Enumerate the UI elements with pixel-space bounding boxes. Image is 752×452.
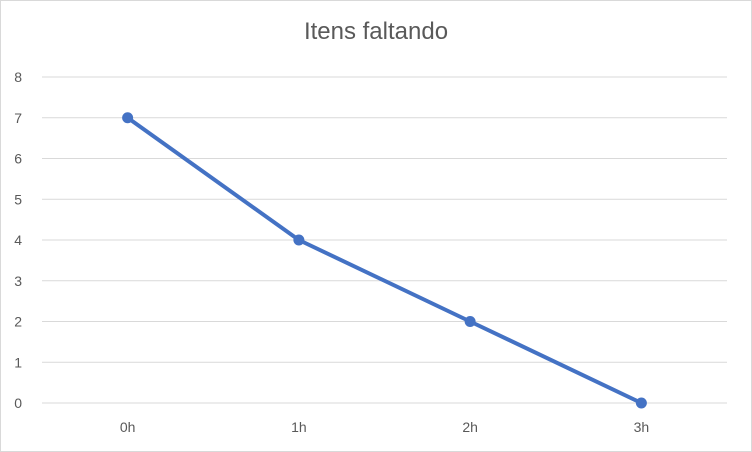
y-tick-label: 5 — [14, 191, 22, 207]
y-tick-label: 0 — [14, 395, 22, 411]
gridlines — [42, 76, 727, 404]
x-tick-label: 2h — [462, 419, 478, 435]
x-tick-label: 0h — [120, 419, 136, 435]
series-line — [125, 115, 644, 405]
y-tick-label: 8 — [14, 69, 22, 85]
y-tick-label: 2 — [14, 314, 22, 330]
y-tick-label: 1 — [14, 354, 22, 370]
x-tick-label: 3h — [634, 419, 650, 435]
data-point — [464, 316, 476, 327]
data-point — [293, 234, 305, 246]
x-axis-tick-labels: 0h 1h 2h 3h — [120, 419, 649, 435]
x-tick-label: 1h — [291, 419, 307, 435]
data-point — [635, 397, 647, 409]
series-line-group — [122, 112, 647, 409]
y-tick-label: 3 — [14, 273, 22, 289]
data-point — [122, 112, 134, 124]
y-axis-tick-labels: 0 1 2 3 4 5 6 7 8 — [14, 69, 22, 411]
y-tick-label: 7 — [14, 110, 22, 126]
y-tick-label: 4 — [14, 232, 22, 248]
y-tick-label: 6 — [14, 151, 22, 167]
chart-title: Itens faltando — [303, 18, 449, 45]
